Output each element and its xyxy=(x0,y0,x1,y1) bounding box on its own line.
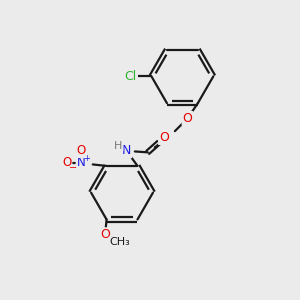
Text: O: O xyxy=(76,144,86,157)
Text: O: O xyxy=(159,131,169,144)
Text: −: − xyxy=(69,163,77,173)
Text: N: N xyxy=(122,144,131,158)
Text: O: O xyxy=(183,112,193,125)
Text: CH₃: CH₃ xyxy=(110,237,130,247)
Text: O: O xyxy=(62,157,71,169)
Text: +: + xyxy=(83,154,90,163)
Text: O: O xyxy=(100,228,110,241)
Text: N: N xyxy=(76,157,85,169)
Text: H: H xyxy=(114,141,122,151)
Text: Cl: Cl xyxy=(125,70,137,83)
